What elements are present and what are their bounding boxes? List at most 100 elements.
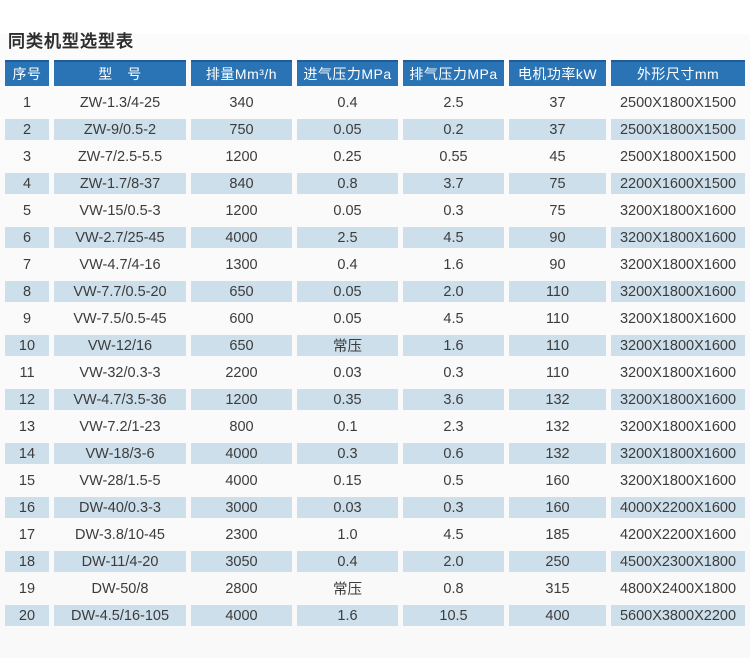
cell-intake: 0.3 — [297, 443, 398, 464]
cell-dimensions: 4000X2200X1600 — [611, 497, 745, 518]
cell-intake: 2.5 — [297, 227, 398, 248]
cell-index: 2 — [5, 119, 49, 140]
cell-dimensions: 2500X1800X1500 — [619, 148, 737, 165]
cell-power: 90 — [549, 256, 566, 273]
cell-displacement: 2800 — [225, 580, 258, 597]
cell-exhaust: 0.3 — [403, 497, 504, 518]
cell-dimensions: 3200X1800X1600 — [619, 418, 737, 435]
table-row: 14 VW-18/3-6 4000 0.3 0.6 132 3200X1800X1600 — [5, 443, 745, 464]
cell-power: 250 — [509, 551, 606, 572]
cell-displacement: 2200 — [225, 364, 258, 381]
cell-index: 1 — [22, 94, 32, 111]
cell-model: DW-3.8/10-45 — [75, 526, 165, 543]
table-row: 16 DW-40/0.3-3 3000 0.03 0.3 160 4000X2200X160… — [5, 497, 745, 518]
cell-exhaust: 0.8 — [443, 580, 464, 597]
cell-model: VW-32/0.3-3 — [79, 364, 161, 381]
cell-power: 75 — [509, 173, 606, 194]
cell-power: 132 — [545, 418, 570, 435]
cell-intake: 0.05 — [333, 310, 362, 327]
cell-index: 16 — [5, 497, 49, 518]
cell-dimensions: 3200X1800X1600 — [619, 364, 737, 381]
cell-exhaust: 3.7 — [403, 173, 504, 194]
column-header-intake: 进气压力MPa — [297, 60, 398, 86]
cell-displacement: 3000 — [191, 497, 292, 518]
page-title: 同类机型选型表 — [8, 32, 134, 51]
cell-exhaust: 10.5 — [403, 605, 504, 626]
table-header-row: 序号型 号排量Mm³/h 进气压力MPa 排气压力MPa 电机功率kW 外形尺寸mm — [5, 60, 745, 86]
cell-power: 90 — [509, 227, 606, 248]
cell-power: 110 — [509, 335, 606, 356]
cell-model: VW-4.7/3.5-36 — [54, 389, 186, 410]
cell-model: ZW-9/0.5-2 — [54, 119, 186, 140]
cell-index: 11 — [19, 364, 35, 381]
cell-index: 8 — [5, 281, 49, 302]
cell-displacement: 800 — [229, 418, 254, 435]
cell-dimensions: 3200X1800X1600 — [619, 256, 737, 273]
cell-power: 400 — [509, 605, 606, 626]
cell-displacement: 1200 — [225, 202, 258, 219]
column-header-model: 型 号 — [54, 60, 186, 86]
table-row: 13 VW-7.2/1-23 800 0.1 2.3 132 3200X1800X1600 — [5, 416, 745, 437]
cell-intake: 0.05 — [297, 281, 398, 302]
column-header-power: 电机功率kW — [509, 60, 606, 86]
cell-dimensions: 3200X1800X1600 — [619, 310, 737, 327]
cell-intake: 常压 — [333, 582, 362, 598]
cell-dimensions: 3200X1800X1600 — [611, 281, 745, 302]
cell-intake: 0.1 — [337, 418, 358, 435]
cell-intake: 0.03 — [333, 364, 362, 381]
table-row: 10 VW-12/16 650 常压 1.6 110 3200X1800X1600 — [5, 335, 745, 356]
cell-dimensions: 2500X1800X1500 — [619, 94, 737, 111]
table-row: 17 DW-3.8/10-45 2300 1.0 4.5 185 4200X2200X160… — [5, 524, 745, 545]
cell-model: VW-28/1.5-5 — [79, 472, 161, 489]
cell-intake: 0.8 — [297, 173, 398, 194]
column-header-dimensions: 外形尺寸mm — [611, 60, 745, 86]
cell-index: 15 — [18, 472, 36, 489]
cell-dimensions: 5600X3800X2200 — [611, 605, 745, 626]
cell-intake: 常压 — [297, 335, 398, 356]
cell-model: VW-7.2/1-23 — [79, 418, 161, 435]
cell-intake: 0.05 — [297, 119, 398, 140]
cell-intake: 1.0 — [337, 526, 358, 543]
cell-dimensions: 3200X1800X1600 — [619, 202, 737, 219]
model-selection-table: 序号型 号排量Mm³/h 进气压力MPa 排气压力MPa 电机功率kW 外形尺寸mm 1… — [0, 54, 750, 632]
cell-displacement: 1200 — [191, 389, 292, 410]
cell-displacement: 1200 — [225, 148, 258, 165]
table-row: 11 VW-32/0.3-3 2200 0.03 0.3 110 3200X1800X160… — [5, 362, 745, 383]
cell-intake: 0.25 — [333, 148, 362, 165]
cell-displacement: 600 — [229, 310, 254, 327]
cell-displacement: 340 — [229, 94, 254, 111]
cell-model: DW-50/8 — [91, 580, 149, 597]
cell-dimensions: 2200X1600X1500 — [611, 173, 745, 194]
cell-dimensions: 4200X2200X1600 — [619, 526, 737, 543]
cell-dimensions: 3200X1800X1600 — [611, 443, 745, 464]
table-row: 18 DW-11/4-20 3050 0.4 2.0 250 4500X2300X1800 — [5, 551, 745, 572]
cell-intake: 1.6 — [297, 605, 398, 626]
cell-index: 14 — [5, 443, 49, 464]
cell-index: 10 — [5, 335, 49, 356]
table-row: 19 DW-50/8 2800 常压 0.8 315 4800X2400X1800 — [5, 578, 745, 599]
column-header-exhaust: 排气压力MPa — [403, 60, 504, 86]
cell-model: VW-7.7/0.5-20 — [54, 281, 186, 302]
cell-displacement: 4000 — [191, 227, 292, 248]
cell-displacement: 650 — [191, 281, 292, 302]
table-row: 1 ZW-1.3/4-25 340 0.4 2.5 37 2500X1800X1500 — [5, 92, 745, 113]
cell-displacement: 840 — [191, 173, 292, 194]
table-row: 4 ZW-1.7/8-37 840 0.8 3.7 75 2200X1600X1500 — [5, 173, 745, 194]
cell-exhaust: 0.3 — [443, 364, 464, 381]
cell-model: DW-11/4-20 — [54, 551, 186, 572]
table-row: 3 ZW-7/2.5-5.5 1200 0.25 0.55 45 2500X1800X150… — [5, 146, 745, 167]
table-row: 2 ZW-9/0.5-2 750 0.05 0.2 37 2500X1800X1500 — [5, 119, 745, 140]
cell-index: 13 — [18, 418, 36, 435]
cell-model: ZW-7/2.5-5.5 — [77, 148, 163, 165]
cell-model: VW-18/3-6 — [54, 443, 186, 464]
cell-power: 45 — [549, 148, 566, 165]
cell-intake: 0.4 — [337, 256, 358, 273]
table-row: 12 VW-4.7/3.5-36 1200 0.35 3.6 132 3200X1800X1… — [5, 389, 745, 410]
cell-exhaust: 4.5 — [443, 526, 464, 543]
cell-power: 160 — [545, 472, 570, 489]
cell-intake: 0.05 — [333, 202, 362, 219]
cell-exhaust: 0.55 — [439, 148, 468, 165]
cell-model: VW-7.5/0.5-45 — [73, 310, 167, 327]
cell-index: 19 — [18, 580, 36, 597]
